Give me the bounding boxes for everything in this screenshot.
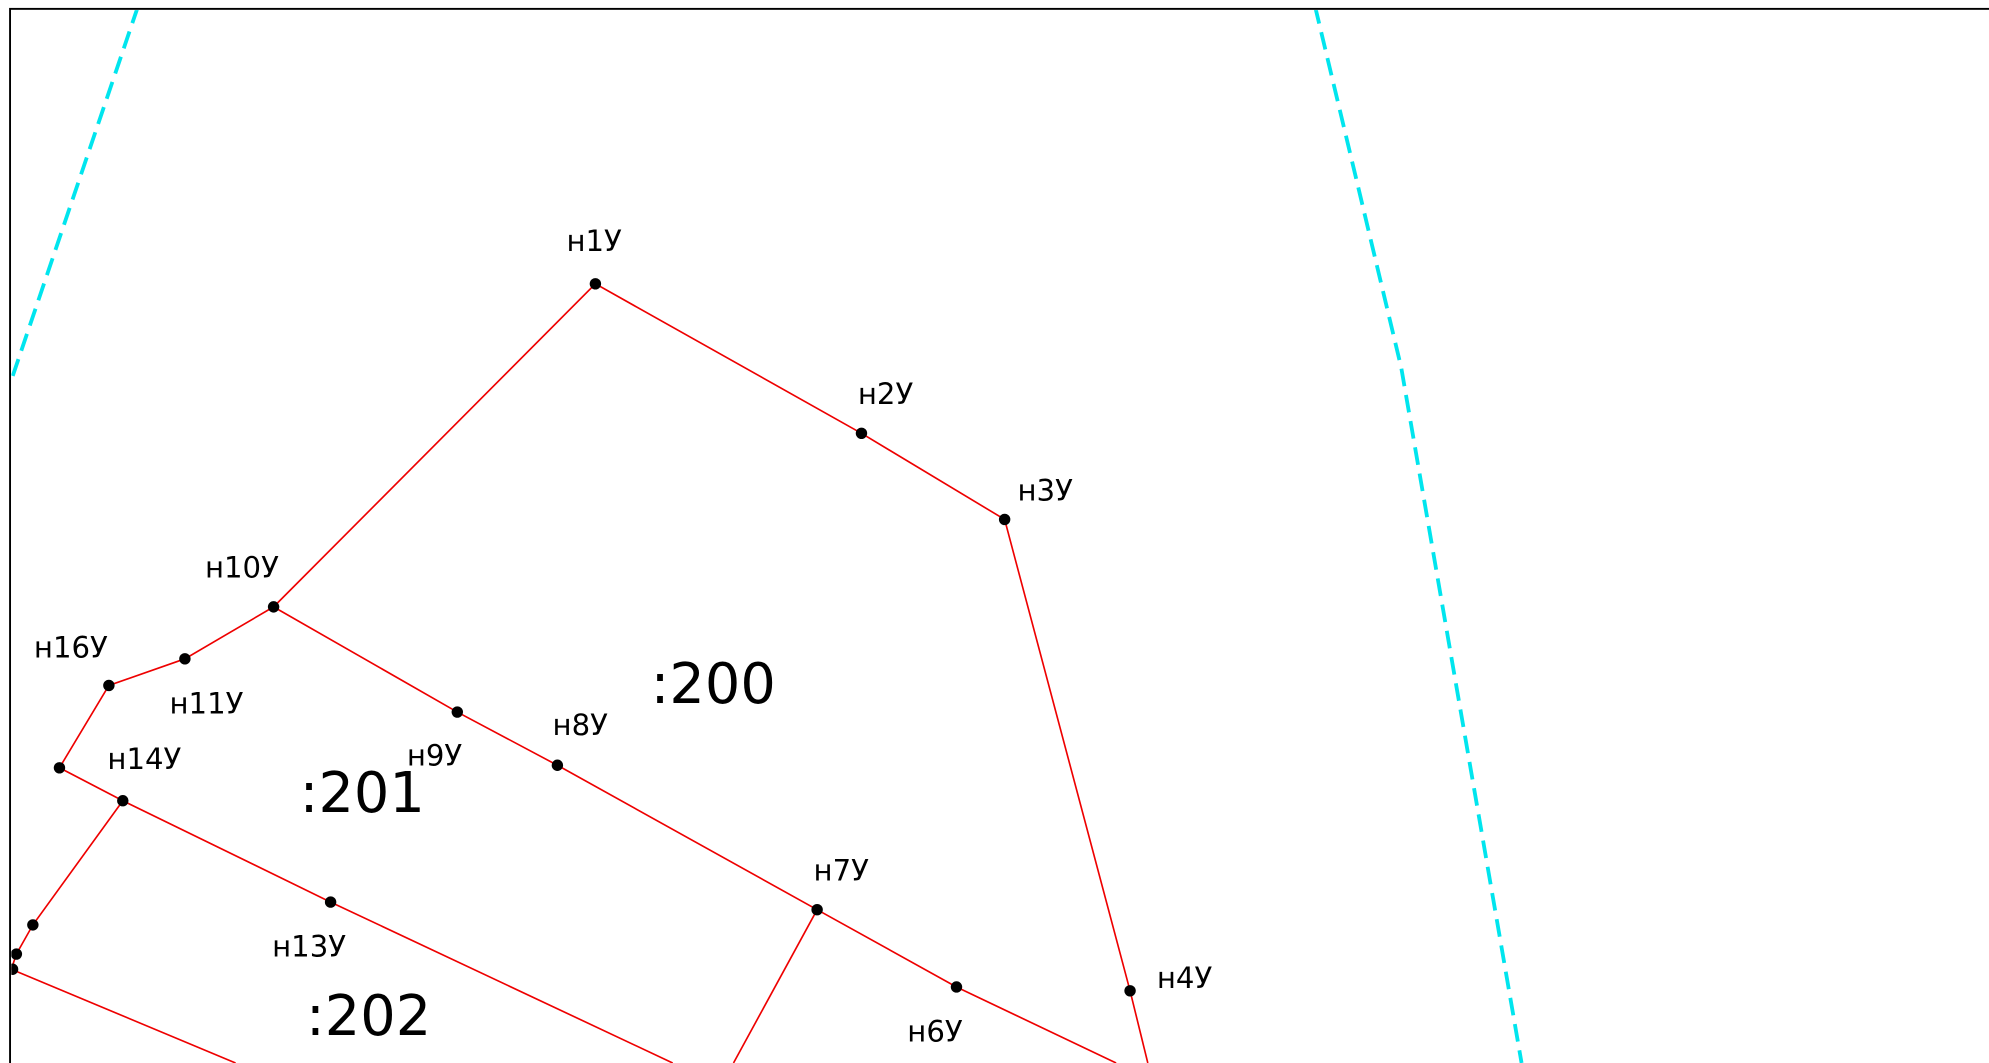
vertex-dots [11,278,1136,997]
parcel-label: :200 [651,652,776,717]
parcel-label: :201 [300,761,425,826]
point-label: н7У [814,854,870,888]
parcel-label: :202 [306,984,431,1049]
point-label: н6У [907,1014,963,1048]
point-label: н16У [34,631,108,665]
point-label: н1У [566,224,622,258]
point-label: н8У [553,708,609,742]
parcel-lines [11,282,1149,1063]
point-label: н11У [170,686,244,720]
point-label: н4У [1157,961,1213,995]
point-label: н2У [858,377,914,411]
map-frame [9,7,1989,1063]
point-label: н14У [107,742,181,776]
point-label: н10У [205,551,279,585]
boundary-dashed [11,10,1524,1063]
point-label: н9У [407,738,463,772]
point-label: н13У [272,930,346,964]
point-label: н3У [1018,473,1074,507]
